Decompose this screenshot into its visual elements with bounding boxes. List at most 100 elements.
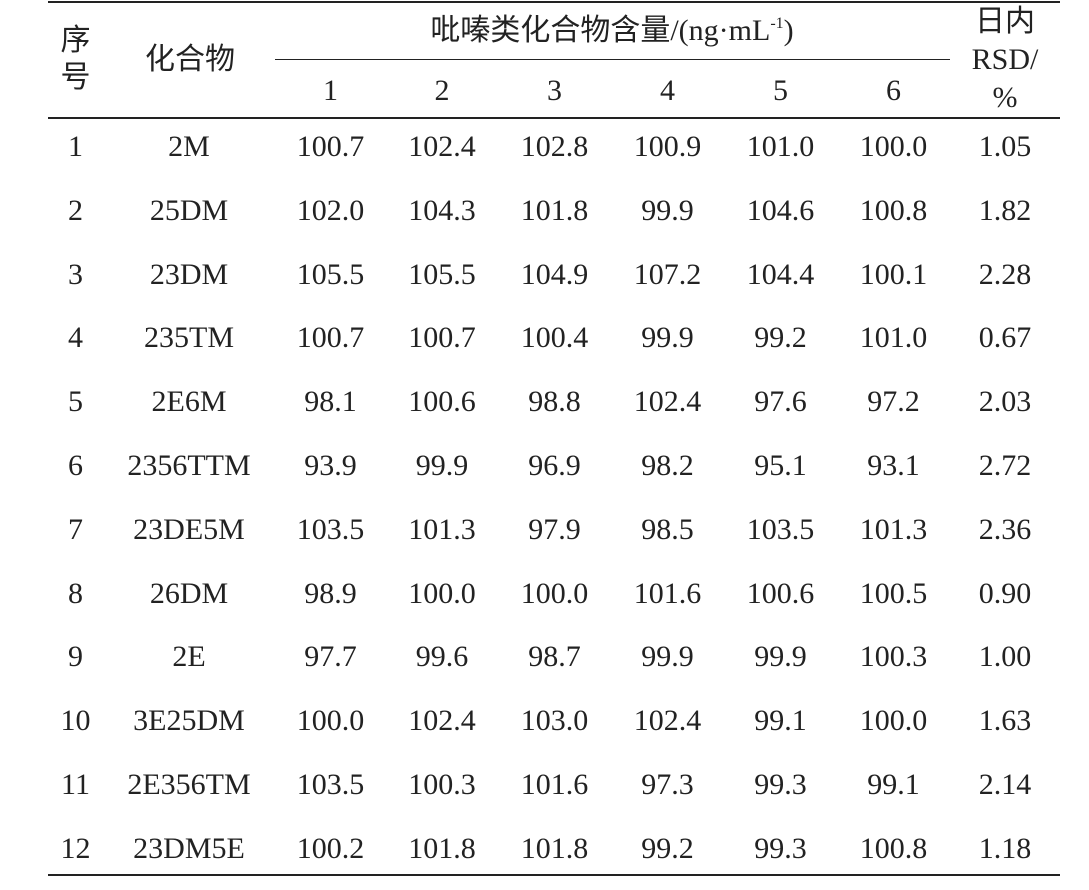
table-cell: 100.2 (296, 831, 365, 865)
table-cell: 10 (60, 704, 91, 738)
table-cell: 103.5 (296, 512, 365, 546)
table-cell: 100.1 (859, 257, 928, 291)
table-cell: 100.0 (859, 704, 928, 738)
index-header: 序 (60, 24, 91, 57)
table-cell: 3 (68, 257, 83, 291)
table-cell: 2E6M (151, 385, 227, 419)
run-header: 2 (434, 74, 450, 107)
table-cell: 97.2 (867, 385, 920, 419)
table-cell: 93.1 (867, 449, 920, 482)
table-cell: 2 (68, 193, 83, 227)
table-cell: 23DE5M (133, 512, 245, 546)
table-cell: 99.2 (641, 831, 694, 865)
header-rule (48, 117, 1060, 119)
table-cell: 0.67 (978, 321, 1032, 355)
table-cell: 4 (68, 321, 83, 355)
table-cell: 103.5 (746, 512, 815, 546)
table-cell: 98.8 (528, 385, 581, 419)
table-cell: 235TM (144, 321, 234, 355)
table-cell: 99.9 (415, 449, 469, 482)
table-cell: 1.00 (978, 640, 1032, 674)
table-cell: 102.4 (633, 704, 702, 738)
table-cell: 100.8 (859, 193, 928, 227)
table-cell: 99.9 (641, 321, 694, 355)
table-cell: 101.0 (746, 130, 815, 163)
table-cell: 99.1 (867, 768, 920, 801)
table-cell: 2.28 (978, 257, 1032, 291)
table-cell: 96.9 (528, 449, 581, 482)
table-cell: 97.9 (528, 512, 581, 546)
table-cell: 99.3 (754, 831, 807, 865)
run-header: 3 (547, 74, 562, 107)
table-cell: 100.0 (408, 576, 476, 610)
run-header: 6 (886, 74, 901, 107)
table-cell: 3E25DM (133, 704, 245, 738)
table-cell: 2.72 (978, 449, 1032, 482)
table-cell: 1.63 (978, 704, 1032, 738)
rsd-header: RSD/ (971, 43, 1039, 76)
table-cell: 98.5 (641, 512, 694, 546)
table-cell: 104.6 (746, 193, 815, 227)
run-header: 5 (773, 74, 788, 107)
table-cell: 102.0 (296, 193, 365, 227)
group-sup: -1 (770, 15, 784, 32)
compound-header: 化合物 (145, 43, 235, 76)
table-cell: 101.3 (859, 512, 928, 546)
table-cell: 99.9 (754, 640, 807, 674)
rsd-header: 日内 (975, 5, 1035, 38)
bottom-rule (48, 874, 1060, 876)
table-cell: 1 (68, 130, 83, 163)
table-cell: 100.4 (520, 321, 589, 355)
table-cell: 102.8 (520, 130, 589, 163)
table-cell: 100.3 (408, 768, 476, 801)
table-cell: 5 (68, 385, 83, 419)
group-tail: ) (783, 14, 794, 47)
table-cell: 2.36 (978, 512, 1032, 546)
table-cell: 2E356TM (127, 768, 251, 801)
table-cell: 95.1 (754, 449, 807, 482)
index-header: 号 (60, 61, 91, 94)
table-cell: 100.8 (859, 831, 928, 865)
table-cell: 99.9 (641, 193, 694, 227)
table-cell: 1.82 (978, 193, 1032, 227)
table-cell: 97.7 (304, 640, 357, 674)
table-cell: 99.6 (415, 640, 469, 674)
table-cell: 11 (61, 768, 90, 801)
table-cell: 8 (68, 576, 83, 610)
table-cell: 99.1 (754, 704, 807, 738)
table-cell: 100.7 (296, 130, 365, 163)
table-cell: 1.05 (978, 130, 1032, 163)
table-cell: 7 (68, 512, 83, 546)
table-cell: 103.5 (296, 768, 365, 801)
group-rule (275, 59, 950, 60)
table-cell: 100.6 (746, 576, 815, 610)
table-cell: 107.2 (633, 257, 702, 291)
table-cell: 23DM5E (133, 831, 245, 865)
table-cell: 100.5 (859, 576, 928, 610)
table-cell: 101.8 (408, 831, 476, 865)
table-cell: 26DM (149, 576, 229, 610)
top-rule (48, 1, 1060, 3)
table-cell: 98.2 (641, 449, 694, 482)
table-cell: 103.0 (520, 704, 589, 738)
table-cell: 105.5 (408, 257, 476, 291)
table-cell: 104.4 (746, 257, 815, 291)
table-cell: 104.9 (520, 257, 589, 291)
table-cell: 97.3 (641, 768, 694, 801)
table-cell: 101.6 (633, 576, 702, 610)
run-header: 1 (323, 74, 338, 107)
table-cell: 99.2 (754, 321, 807, 355)
group-text: 吡嗪类化合物含量/(ng·mL (430, 14, 771, 47)
table-cell: 100.7 (408, 321, 476, 355)
table-cell: 98.7 (528, 640, 581, 674)
run-header: 4 (660, 74, 675, 107)
table-cell: 104.3 (408, 193, 476, 227)
table-cell: 2356TTM (127, 449, 251, 482)
table-cell: 101.0 (859, 321, 928, 355)
table-cell: 9 (68, 640, 83, 674)
table-cell: 2.03 (978, 385, 1032, 419)
table-cell: 102.4 (633, 385, 702, 419)
table-cell: 101.8 (520, 831, 589, 865)
table-cell: 2.14 (978, 768, 1032, 801)
